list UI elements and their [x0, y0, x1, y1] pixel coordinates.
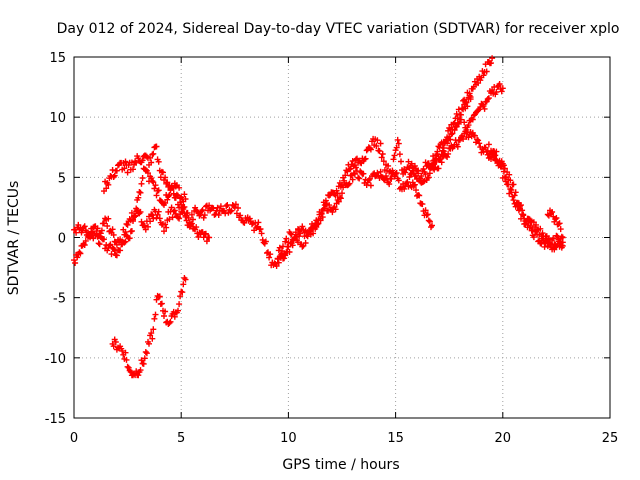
series-trace-c: [101, 143, 189, 205]
y-tick-label: -15: [45, 412, 66, 427]
x-tick-label: 20: [495, 431, 512, 446]
y-tick-label: 15: [49, 51, 66, 66]
y-tick-label: -10: [45, 352, 66, 367]
series-markers: [424, 92, 474, 171]
series-trace-b: [71, 165, 213, 259]
x-tick-label: 15: [387, 431, 404, 446]
series-markers: [274, 55, 496, 262]
axis-ticks: 0 5 10 15 20 25 -15 -10 -5 0 5 10 15: [45, 51, 619, 446]
x-tick-label: 5: [177, 431, 185, 446]
series-markers: [461, 81, 506, 133]
x-axis-title: GPS time / hours: [282, 457, 399, 473]
x-tick-label: 25: [602, 431, 619, 446]
series-trace-i: [544, 207, 566, 241]
y-tick-label: 10: [49, 111, 66, 126]
y-axis-title: SDTVAR / TECUs: [6, 181, 22, 296]
data-series: [71, 55, 566, 379]
series-markers: [71, 165, 213, 259]
y-tick-label: -5: [53, 292, 66, 307]
x-tick-label: 10: [280, 431, 297, 446]
series-markers: [101, 143, 189, 205]
series-trace-j: [109, 275, 189, 379]
series-trace-f: [424, 92, 474, 171]
series-markers: [71, 128, 566, 269]
series-markers: [544, 207, 566, 241]
x-tick-label: 0: [70, 431, 78, 446]
series-markers: [484, 141, 566, 253]
series-trace-g: [461, 81, 506, 133]
series-trace-e: [407, 179, 435, 231]
series-markers: [407, 179, 435, 231]
series-trace-d: [274, 55, 496, 262]
series-trace-a: [71, 128, 566, 269]
y-tick-label: 0: [58, 232, 66, 247]
grid: [74, 57, 610, 418]
series-trace-h: [484, 141, 566, 253]
y-tick-label: 5: [58, 171, 66, 186]
series-markers: [109, 275, 189, 379]
chart-title: Day 012 of 2024, Sidereal Day-to-day VTE…: [57, 21, 620, 37]
